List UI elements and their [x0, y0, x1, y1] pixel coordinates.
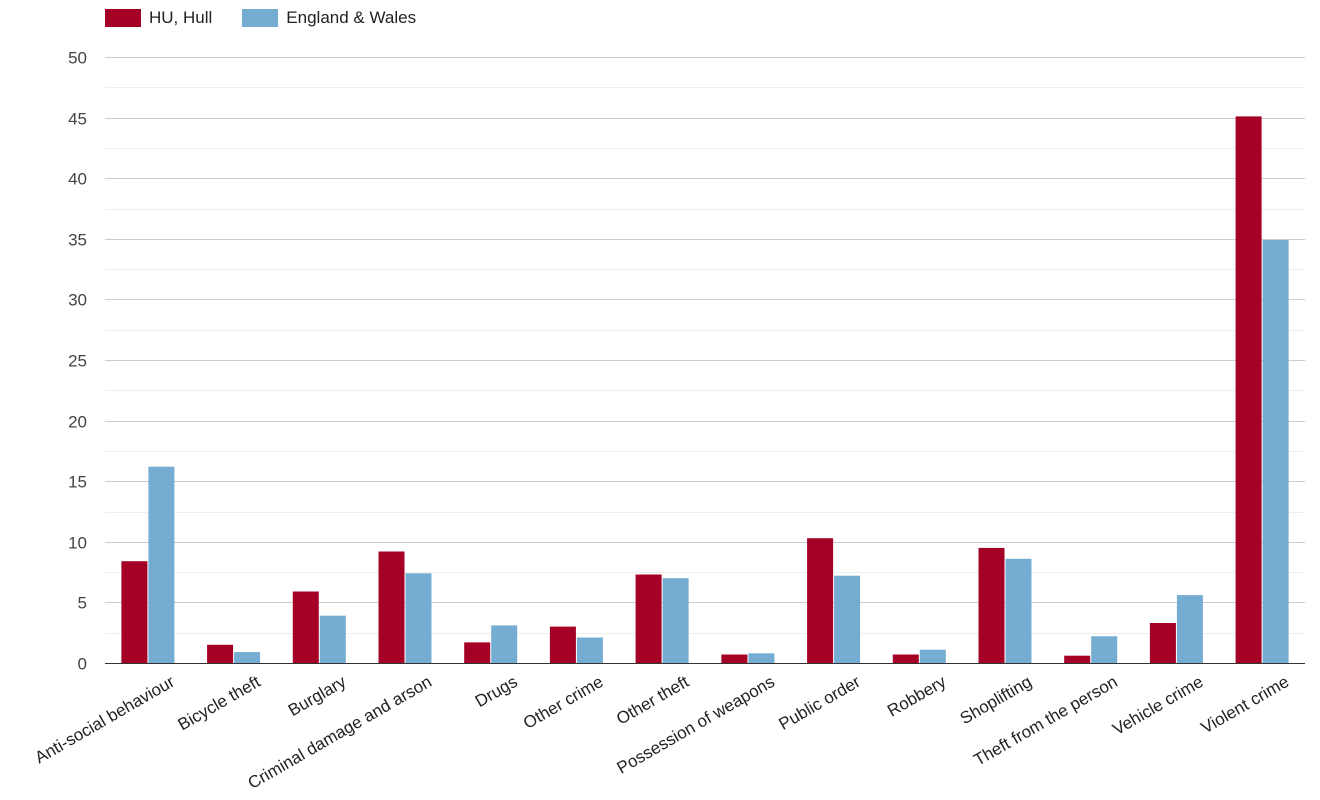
- y-tick-label: 45: [68, 110, 87, 129]
- legend-item-england-wales[interactable]: England & Wales: [242, 8, 416, 28]
- y-tick-label: 35: [68, 231, 87, 250]
- bar: [1262, 240, 1289, 663]
- bar: [1176, 595, 1203, 663]
- y-tick-label: 30: [68, 291, 87, 310]
- legend: HU, Hull England & Wales: [105, 8, 446, 28]
- x-tick-label: Other crime: [520, 672, 606, 733]
- bar: [662, 578, 689, 663]
- bar: [919, 649, 946, 663]
- y-tick-label: 50: [68, 49, 87, 68]
- x-tick-label: Violent crime: [1198, 672, 1292, 737]
- legend-swatch-england-wales: [242, 9, 279, 27]
- x-tick-label: Anti-social behaviour: [32, 672, 178, 768]
- bar: [292, 591, 319, 663]
- bar: [491, 625, 518, 663]
- bar: [721, 654, 748, 663]
- legend-label-england-wales: England & Wales: [286, 8, 417, 27]
- bar: [635, 574, 662, 663]
- bar: [148, 466, 175, 663]
- y-tick-label: 5: [78, 594, 87, 613]
- bar: [121, 561, 148, 663]
- bar: [807, 538, 834, 663]
- bar: [1091, 636, 1118, 663]
- bar: [378, 551, 405, 663]
- y-tick-label: 25: [68, 352, 87, 371]
- y-tick-label: 0: [78, 655, 87, 674]
- bar: [549, 626, 576, 663]
- bar: [207, 644, 234, 663]
- bar: [1149, 623, 1176, 663]
- x-tick-label: Drugs: [472, 672, 521, 711]
- bar: [405, 573, 432, 663]
- bar: [1005, 558, 1032, 663]
- x-tick-label: Vehicle crime: [1109, 672, 1206, 739]
- y-tick-label: 40: [68, 170, 87, 189]
- bar: [834, 575, 861, 663]
- y-tick-label: 15: [68, 473, 87, 492]
- x-tick-label: Other theft: [613, 672, 692, 729]
- x-tick-label: Possession of weapons: [614, 672, 778, 778]
- x-tick-label: Bicycle theft: [175, 672, 264, 734]
- legend-item-hull[interactable]: HU, Hull: [105, 8, 212, 28]
- x-tick-label: Shoplifting: [957, 672, 1035, 728]
- bar: [748, 653, 775, 663]
- y-tick-label: 10: [68, 534, 87, 553]
- bar: [576, 637, 603, 663]
- bar: [978, 547, 1005, 663]
- bar: [1064, 655, 1091, 663]
- bar: [892, 654, 919, 663]
- bar: [319, 615, 346, 663]
- legend-label-hull: HU, Hull: [149, 8, 213, 27]
- x-tick-label: Burglary: [285, 672, 350, 720]
- bar: [464, 642, 491, 663]
- legend-swatch-hull: [105, 9, 141, 27]
- x-tick-label: Robbery: [884, 672, 950, 721]
- y-tick-label: 20: [68, 413, 87, 432]
- x-tick-label: Theft from the person: [970, 672, 1120, 770]
- x-tick-label: Public order: [776, 672, 864, 734]
- bar: [1235, 116, 1262, 663]
- bar: [234, 652, 261, 663]
